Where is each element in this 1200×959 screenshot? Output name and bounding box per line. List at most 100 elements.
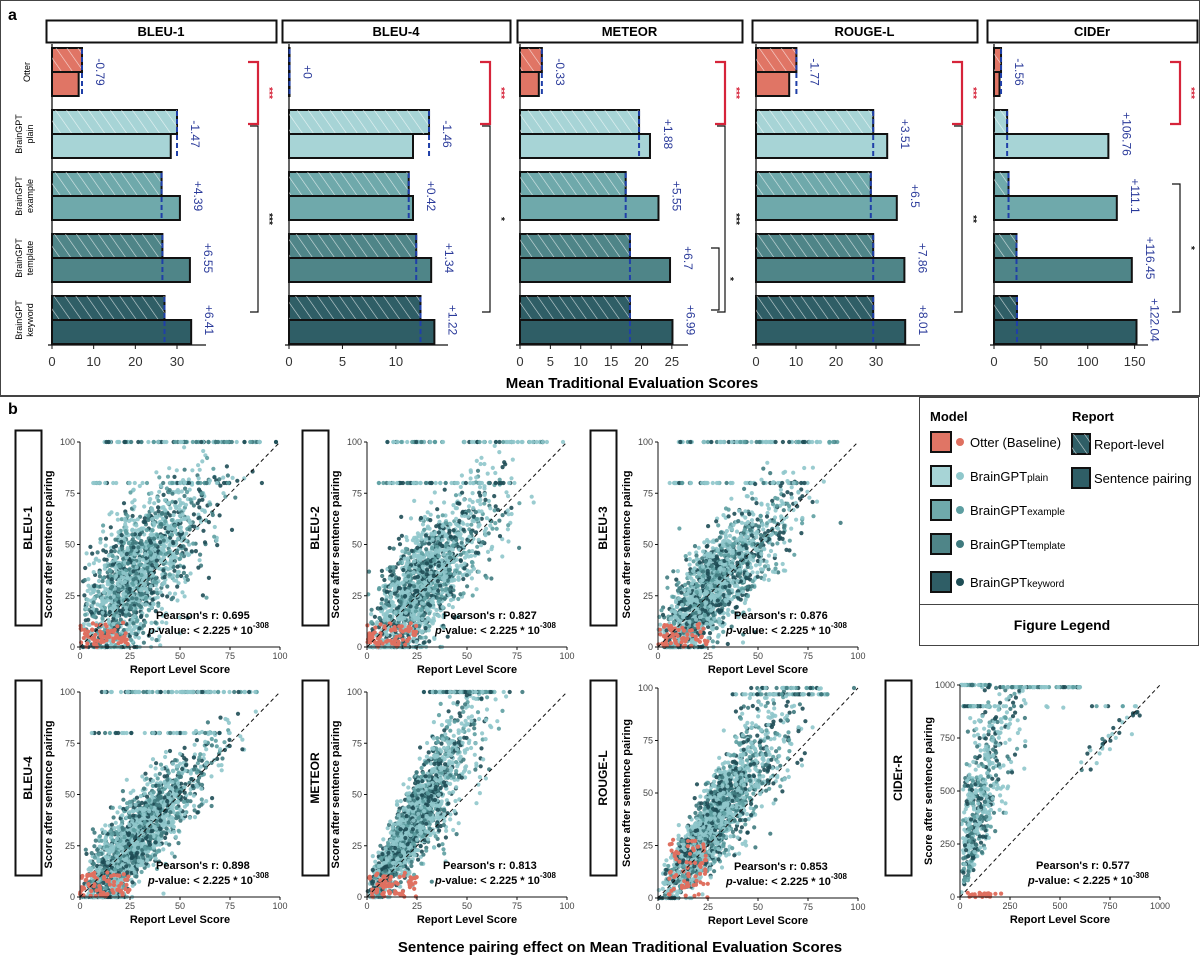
- scatter-point: [140, 480, 145, 486]
- scatter-point: [470, 499, 475, 505]
- scatter-point: [101, 590, 106, 595]
- scatter-point: [191, 503, 196, 508]
- scatter-point: [159, 606, 164, 611]
- scatter-point-otter: [82, 627, 87, 633]
- scatter-ylabel: Score after sentence pairing: [43, 471, 55, 619]
- scatter-point: [430, 537, 435, 542]
- scatter-point: [454, 516, 459, 521]
- scatter-point: [397, 586, 402, 591]
- scatter-point-otter: [81, 635, 86, 641]
- significance-bracket: [715, 60, 727, 126]
- scatter-point: [501, 439, 506, 445]
- scatter-point: [173, 591, 178, 596]
- scatter-point: [84, 606, 89, 611]
- scatter-point: [462, 513, 467, 519]
- scatter-point: [416, 567, 421, 572]
- scatter-point: [98, 540, 103, 545]
- scatter-point: [273, 439, 279, 445]
- scatter-point: [422, 527, 427, 532]
- scatter-point: [376, 480, 381, 486]
- bar-hatch: [994, 296, 1017, 320]
- scatter-point: [476, 537, 481, 542]
- scatter-point: [182, 480, 187, 486]
- scatter-point: [749, 518, 755, 523]
- scatter-point: [441, 439, 446, 445]
- scatter-point: [154, 638, 159, 643]
- scatter-point: [387, 565, 392, 570]
- scatter-point: [408, 516, 414, 521]
- scatter-point: [185, 577, 190, 582]
- scatter-point: [419, 536, 424, 542]
- scatter-point: [127, 587, 132, 592]
- panel-title-box: [751, 19, 979, 44]
- scatter-point: [461, 527, 466, 532]
- scatter-point: [143, 602, 149, 607]
- scatter-point-otter: [105, 633, 110, 638]
- scatter-point: [433, 480, 438, 486]
- scatter-point: [403, 594, 408, 599]
- scatter-point: [749, 491, 754, 496]
- bar-hatch: [994, 172, 1009, 196]
- scatter-point: [103, 480, 108, 486]
- scatter-point: [142, 516, 147, 521]
- scatter-point: [162, 544, 168, 549]
- scatter-point: [171, 513, 176, 518]
- scatter-point: [453, 493, 459, 498]
- scatter-point: [424, 561, 429, 566]
- scatter-point: [440, 604, 445, 610]
- significance-label: ***: [263, 87, 274, 99]
- delta-label: -1.47: [188, 120, 202, 148]
- scatter-point: [123, 439, 128, 445]
- scatter-point: [424, 547, 429, 552]
- scatter-point: [768, 471, 773, 476]
- scatter-point: [160, 582, 165, 588]
- scatter-point: [463, 480, 468, 486]
- scatter-point: [454, 506, 459, 511]
- scatter-point: [412, 480, 417, 486]
- scatter-point: [676, 580, 681, 585]
- scatter-point: [431, 573, 436, 579]
- scatter-point: [131, 487, 136, 492]
- scatter-point: [165, 584, 170, 589]
- scatter-point: [160, 593, 165, 598]
- scatter-point: [426, 602, 431, 607]
- scatter-point: [424, 572, 429, 577]
- scatter-point: [215, 439, 220, 445]
- x-tick-label: 100: [1077, 354, 1099, 369]
- scatter-x-tick-label: 100: [272, 651, 287, 661]
- scatter-point: [466, 508, 471, 513]
- scatter-point: [667, 480, 672, 486]
- panel-title: BLEU-4: [373, 24, 421, 39]
- scatter-point: [128, 490, 133, 495]
- scatter-point: [377, 616, 382, 621]
- scatter-point: [500, 554, 505, 559]
- scatter-point: [150, 516, 155, 522]
- scatter-point: [482, 492, 487, 498]
- scatter-point: [430, 546, 435, 551]
- scatter-point: [100, 579, 105, 584]
- scatter-point: [414, 605, 419, 610]
- scatter-point: [457, 570, 462, 575]
- x-tick-label: 10: [86, 354, 100, 369]
- scatter-point: [460, 490, 465, 495]
- bar-sentence-pairing: [51, 71, 80, 97]
- scatter-point: [436, 598, 442, 604]
- scatter-point: [474, 458, 479, 463]
- scatter-point: [175, 536, 181, 541]
- scatter-point: [205, 455, 210, 461]
- scatter-point: [509, 476, 514, 481]
- scatter-point: [477, 439, 482, 445]
- scatter-point: [133, 576, 138, 581]
- scatter-point: [167, 549, 172, 555]
- scatter-point: [391, 439, 396, 445]
- scatter-point: [115, 517, 120, 522]
- scatter-point: [427, 639, 432, 644]
- scatter-panel-bleu-2: BLEU-2 Score after sentence pairingReport…: [301, 429, 575, 676]
- category-label-line: BrainGPT: [14, 114, 24, 154]
- panel-a-label: a: [8, 7, 17, 24]
- scatter-point: [108, 568, 113, 574]
- delta-label: -1.56: [1012, 58, 1026, 86]
- bar-hatch: [52, 296, 165, 320]
- scatter-point: [805, 489, 810, 494]
- scatter-point: [484, 516, 489, 521]
